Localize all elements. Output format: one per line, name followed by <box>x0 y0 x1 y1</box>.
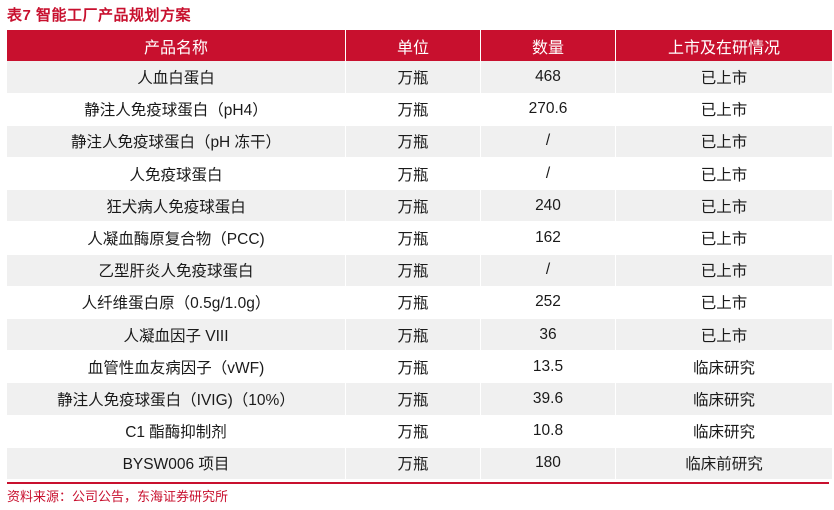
table-row: 人血白蛋白 万瓶 468 已上市 <box>7 61 832 94</box>
cell-quantity: 270.6 <box>480 93 616 126</box>
cell-status: 已上市 <box>615 254 832 287</box>
cell-unit: 万瓶 <box>345 350 481 384</box>
table-row: 人免疫球蛋白 万瓶 / 已上市 <box>7 157 832 191</box>
cell-product-name: BYSW006 项目 <box>7 447 346 480</box>
cell-status: 已上市 <box>615 125 832 159</box>
cell-status: 已上市 <box>615 286 832 320</box>
cell-unit: 万瓶 <box>345 189 481 223</box>
cell-unit: 万瓶 <box>345 254 481 287</box>
cell-status: 临床研究 <box>615 382 832 416</box>
cell-product-name: 静注人免疫球蛋白（pH 冻干） <box>7 125 346 159</box>
header-quantity: 数量 <box>480 30 616 61</box>
table-row: 乙型肝炎人免疫球蛋白 万瓶 / 已上市 <box>7 254 832 287</box>
cell-product-name: 人血白蛋白 <box>7 61 346 94</box>
cell-product-name: 人凝血因子 VIII <box>7 318 346 352</box>
table-row: 血管性血友病因子（vWF) 万瓶 13.5 临床研究 <box>7 350 832 384</box>
cell-status: 已上市 <box>615 189 832 223</box>
cell-quantity: 13.5 <box>480 350 616 384</box>
cell-unit: 万瓶 <box>345 382 481 416</box>
cell-unit: 万瓶 <box>345 125 481 159</box>
table-row: 人凝血因子 VIII 万瓶 36 已上市 <box>7 318 832 352</box>
cell-status: 已上市 <box>615 93 832 126</box>
table-header-row: 产品名称 单位 数量 上市及在研情况 <box>7 30 832 61</box>
product-plan-table: 产品名称 单位 数量 上市及在研情况 人血白蛋白 万瓶 468 已上市 静注人免疫球蛋白… <box>7 30 832 480</box>
header-unit: 单位 <box>345 30 481 61</box>
cell-quantity: 240 <box>480 189 616 223</box>
cell-product-name: C1 酯酶抑制剂 <box>7 415 346 448</box>
cell-product-name: 人凝血酶原复合物（PCC) <box>7 221 346 255</box>
cell-product-name: 人纤维蛋白原（0.5g/1.0g） <box>7 286 346 320</box>
cell-quantity: / <box>480 125 616 159</box>
cell-quantity: 10.8 <box>480 415 616 448</box>
bottom-divider <box>7 482 829 484</box>
cell-unit: 万瓶 <box>345 447 481 480</box>
cell-product-name: 血管性血友病因子（vWF) <box>7 350 346 384</box>
cell-quantity: 468 <box>480 61 616 94</box>
cell-product-name: 静注人免疫球蛋白（IVIG)（10%） <box>7 382 346 416</box>
cell-product-name: 人免疫球蛋白 <box>7 157 346 191</box>
cell-quantity: / <box>480 254 616 287</box>
cell-quantity: 180 <box>480 447 616 480</box>
cell-status: 已上市 <box>615 221 832 255</box>
cell-product-name: 狂犬病人免疫球蛋白 <box>7 189 346 223</box>
table-row: 人纤维蛋白原（0.5g/1.0g） 万瓶 252 已上市 <box>7 286 832 320</box>
header-product-name: 产品名称 <box>7 30 346 61</box>
cell-quantity: 162 <box>480 221 616 255</box>
cell-unit: 万瓶 <box>345 221 481 255</box>
cell-unit: 万瓶 <box>345 157 481 191</box>
table-row: 人凝血酶原复合物（PCC) 万瓶 162 已上市 <box>7 221 832 255</box>
cell-unit: 万瓶 <box>345 93 481 126</box>
cell-unit: 万瓶 <box>345 415 481 448</box>
table-row: C1 酯酶抑制剂 万瓶 10.8 临床研究 <box>7 415 832 448</box>
cell-unit: 万瓶 <box>345 286 481 320</box>
table-row: 静注人免疫球蛋白（pH 冻干） 万瓶 / 已上市 <box>7 125 832 159</box>
cell-unit: 万瓶 <box>345 61 481 94</box>
cell-unit: 万瓶 <box>345 318 481 352</box>
cell-status: 临床研究 <box>615 350 832 384</box>
cell-status: 已上市 <box>615 61 832 94</box>
cell-quantity: 252 <box>480 286 616 320</box>
cell-quantity: 39.6 <box>480 382 616 416</box>
cell-status: 临床前研究 <box>615 447 832 480</box>
cell-product-name: 乙型肝炎人免疫球蛋白 <box>7 254 346 287</box>
header-status: 上市及在研情况 <box>667 39 780 57</box>
table-row: 静注人免疫球蛋白（IVIG)（10%） 万瓶 39.6 临床研究 <box>7 382 832 416</box>
table-row: 静注人免疫球蛋白（pH4） 万瓶 270.6 已上市 <box>7 93 832 126</box>
source-note: 资料来源：公司公告，东海证券研究所 <box>7 489 229 504</box>
cell-status: 已上市 <box>615 318 832 352</box>
table-row: 狂犬病人免疫球蛋白 万瓶 240 已上市 <box>7 189 832 223</box>
cell-product-name: 静注人免疫球蛋白（pH4） <box>7 93 346 126</box>
cell-quantity: 36 <box>480 318 616 352</box>
cell-status: 已上市 <box>615 157 832 191</box>
cell-quantity: / <box>480 157 616 191</box>
table-title: 表7 智能工厂产品规划方案 <box>7 7 192 24</box>
table-row: BYSW006 项目 万瓶 180 临床前研究 <box>7 447 832 480</box>
cell-status: 临床研究 <box>615 415 832 448</box>
